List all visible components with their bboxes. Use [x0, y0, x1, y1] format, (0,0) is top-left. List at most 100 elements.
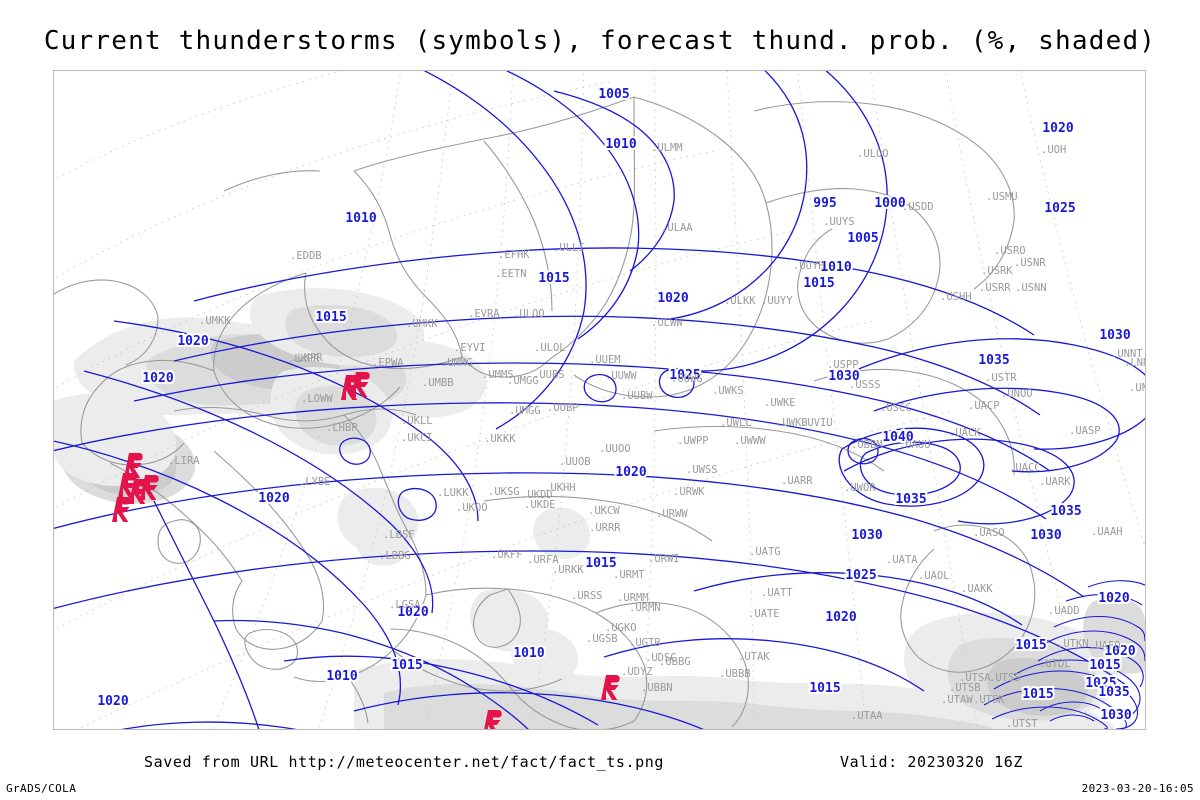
isobar-label: 1015 — [803, 276, 834, 291]
isobar-label: 1030 — [828, 369, 859, 384]
station-label: .UWWW — [734, 435, 766, 447]
station-label: .UDYZ — [621, 666, 653, 678]
station-label: .USRO — [994, 245, 1026, 257]
station-label: .URMN — [629, 602, 661, 614]
station-label: .UMMS — [482, 369, 514, 381]
isobar-label: 1020 — [1098, 591, 1129, 606]
station-label: .UVIU — [801, 417, 833, 429]
station-label: .UMMG — [441, 357, 473, 369]
isobar-label: 1015 — [391, 658, 422, 673]
station-label: .UOH — [1041, 144, 1066, 156]
station-label: .USTR — [985, 372, 1017, 384]
station-label: .ULOO — [857, 148, 889, 160]
station-label: .UUYY — [761, 295, 793, 307]
station-label: .UTSA — [959, 672, 991, 684]
isobar-label: 1030 — [1100, 708, 1131, 723]
station-label: .UATG — [749, 546, 781, 558]
station-labels: .EDDB .EFHK .EETN .EVRA .ULOO .UMKK .LKPR .EPWA… — [168, 142, 1145, 729]
isobar-label: 1005 — [598, 87, 629, 102]
isobar-label: 1015 — [585, 556, 616, 571]
isobar-label: 1020 — [615, 465, 646, 480]
isobar-label-halo: 1030 — [1100, 708, 1131, 723]
isobar-label: 1020 — [97, 694, 128, 709]
station-label: .ULOL — [534, 342, 566, 354]
isobar-label: 1040 — [882, 430, 913, 445]
isobar-label-halo: 1020 — [1042, 121, 1073, 136]
isobar-label-halo: 1035 — [1050, 504, 1081, 519]
station-label: .UKSG — [488, 486, 520, 498]
station-label: .URWK — [673, 486, 705, 498]
station-label: .UARR — [781, 475, 813, 487]
weather-map-svg[interactable]: 1005100510101010101010101015101510151015… — [54, 71, 1145, 729]
station-label: .UTAA — [851, 710, 883, 722]
generated-timestamp: 2023-03-20-16:05 — [1081, 782, 1194, 795]
isobar-label: 1030 — [851, 528, 882, 543]
station-label: .UUBW — [621, 390, 653, 402]
isobar-label-halo: 1040 — [882, 430, 913, 445]
isobar-label-halo: 1015 — [803, 276, 834, 291]
station-label: .UMKK — [199, 315, 231, 327]
thunderstorm-symbols — [112, 372, 620, 729]
isobar-label-halo: 1030 — [828, 369, 859, 384]
isobar-label: 1010 — [605, 137, 636, 152]
station-label: .UATA — [886, 554, 918, 566]
station-label: .UUOO — [599, 443, 631, 455]
station-label: .URWW — [656, 508, 688, 520]
station-label: .URRR — [589, 522, 621, 534]
station-label: .USSS — [849, 379, 881, 391]
station-label: .UMGG — [509, 405, 541, 417]
station-label: .UKDD — [521, 489, 553, 501]
thunderstorm-icon — [484, 710, 502, 729]
isobar-label: 1020 — [397, 605, 428, 620]
isobar-label-halo: 1010 — [820, 260, 851, 275]
isobar-label-halo: 1030 — [1099, 328, 1130, 343]
isobar-label-halo: 1010 — [605, 137, 636, 152]
isobar-label-halo: 1010 — [326, 669, 357, 684]
isobar-label-halo: 1005 — [847, 231, 878, 246]
station-label: .UUWW — [605, 370, 637, 382]
isobar-label-halo: 1010 — [513, 646, 544, 661]
station-label: .UACC — [1009, 462, 1041, 474]
isobar-label: 1020 — [657, 291, 688, 306]
isobar-label-halo: 1020 — [397, 605, 428, 620]
station-label: .EFHK — [498, 249, 530, 261]
thunderstorm-icon — [118, 473, 137, 498]
station-label: .UAUU — [899, 439, 931, 451]
isobar-label: 1020 — [1042, 121, 1073, 136]
station-label: .UASP — [1069, 425, 1101, 437]
isobar-label: 1020 — [142, 371, 173, 386]
thunderstorm-glyph-path — [140, 475, 159, 500]
isobar-label: 995 — [813, 196, 836, 211]
weather-map-panel[interactable]: 1005 1005 1010 1010 1010 1010 1015 1015 1015 1015… — [53, 70, 1146, 730]
isobar-label-halo: 1000 — [874, 196, 905, 211]
isobar-label: 1025 — [1044, 201, 1075, 216]
station-label: .UNOO — [1001, 388, 1033, 400]
station-label: .LBBG — [379, 550, 411, 562]
station-label: .UASO — [973, 527, 1005, 539]
isobar-label-halo: 1020 — [1098, 591, 1129, 606]
station-label: .UKFF — [491, 549, 523, 561]
station-label: .UTDL — [1039, 658, 1071, 670]
station-label: .UWSS — [686, 464, 718, 476]
isobar-label-halo: 1025 — [845, 568, 876, 583]
isobar-label-halo: 1015 — [585, 556, 616, 571]
station-label: .UMKK — [406, 318, 438, 330]
station-label: .URWI — [648, 553, 680, 565]
station-label: .UMBB — [422, 377, 454, 389]
thunderstorm-icon — [112, 497, 131, 522]
isobar-label: 1035 — [1050, 504, 1081, 519]
station-label: .USRR — [979, 282, 1011, 294]
isobar-label-halo: 1025 — [1085, 676, 1116, 691]
station-label: .UBBG — [659, 656, 691, 668]
isobar-label: 1035 — [978, 353, 1009, 368]
station-label: .UKCW — [588, 505, 620, 517]
station-label: .UAFO — [1089, 640, 1121, 652]
isobar-label-halo: 1020 — [1104, 644, 1135, 659]
isobar-label: 1010 — [345, 211, 376, 226]
station-label: .UTAW — [941, 694, 973, 706]
isobar-label-halo: 1015 — [1015, 638, 1046, 653]
isobar-label-halo: 1020 — [258, 491, 289, 506]
station-label: .USRK — [981, 265, 1013, 277]
station-label: .URKK — [552, 564, 584, 576]
